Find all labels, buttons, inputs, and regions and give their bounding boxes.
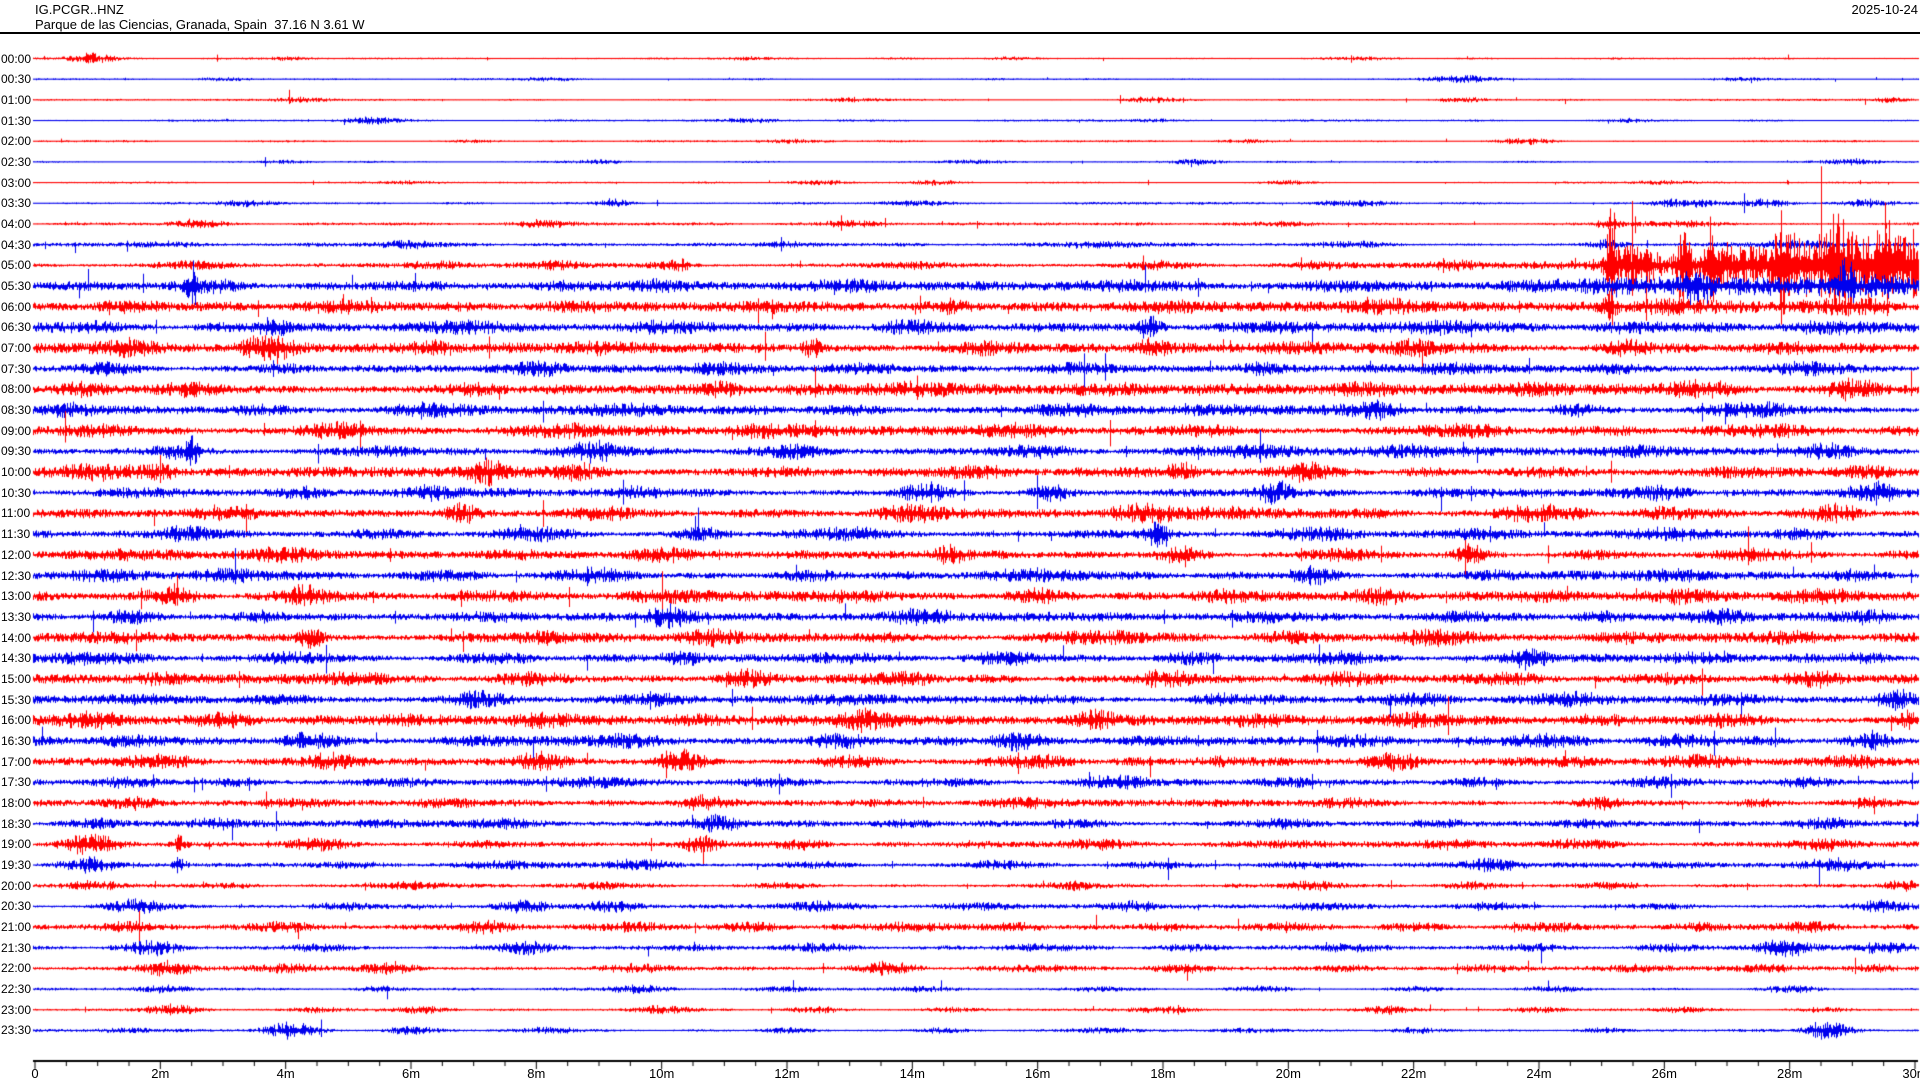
trace-time-label: 08:30 <box>1 403 32 418</box>
trace-time-label: 15:00 <box>1 671 32 686</box>
x-axis-tick-label: 0 <box>31 1066 39 1081</box>
trace-time-label: 07:30 <box>1 361 32 376</box>
trace-time-label: 05:00 <box>1 258 32 273</box>
trace-time-label: 12:00 <box>1 547 32 562</box>
x-axis-tick-label: 6m <box>401 1066 421 1081</box>
trace-time-label: 02:30 <box>1 154 32 169</box>
trace-time-label: 04:00 <box>1 216 32 231</box>
x-axis-tick-label: 4m <box>276 1066 295 1081</box>
trace-time-label: 09:30 <box>1 444 32 459</box>
x-axis-tick-label: 26m <box>1651 1066 1677 1081</box>
x-axis-tick-label: 22m <box>1401 1066 1427 1081</box>
x-axis-tick-label: 2m <box>151 1066 170 1081</box>
trace-time-label: 16:30 <box>1 733 32 748</box>
trace-time-label: 21:30 <box>1 940 32 955</box>
trace-time-label: 08:00 <box>1 382 32 397</box>
trace-time-label: 22:00 <box>1 961 32 976</box>
trace-time-label: 03:30 <box>1 196 32 211</box>
trace-time-label: 01:00 <box>1 92 32 107</box>
trace-time-label: 20:30 <box>1 899 32 914</box>
trace-time-label: 13:30 <box>1 609 32 624</box>
x-axis-tick-label: 30m <box>1902 1066 1920 1081</box>
trace-time-label: 18:00 <box>1 795 32 810</box>
trace-time-label: 10:30 <box>1 485 32 500</box>
trace-time-label: 16:00 <box>1 713 32 728</box>
x-axis-tick-label: 14m <box>899 1066 925 1081</box>
header-separator <box>0 32 1920 34</box>
trace-time-label: 23:00 <box>1 1002 32 1017</box>
trace-time-label: 20:00 <box>1 878 32 893</box>
trace-time-label: 19:00 <box>1 837 32 852</box>
trace-time-label: 07:00 <box>1 341 32 356</box>
trace-time-label: 03:00 <box>1 175 32 190</box>
x-axis-tick-label: 24m <box>1526 1066 1552 1081</box>
trace-time-label: 23:30 <box>1 1023 32 1038</box>
trace-time-label: 01:30 <box>1 113 32 128</box>
trace-time-label: 22:30 <box>1 982 32 997</box>
x-axis-tick-label: 28m <box>1777 1066 1803 1081</box>
trace-time-label: 19:30 <box>1 858 32 873</box>
trace-time-label: 05:30 <box>1 278 32 293</box>
trace-time-label: 14:00 <box>1 630 32 645</box>
date-label: 2025-10-24 <box>1851 2 1919 17</box>
x-axis-tick-label: 20m <box>1275 1066 1301 1081</box>
station-location-label: Parque de las Ciencias, Granada, Spain 3… <box>35 17 365 32</box>
trace-time-label: 06:00 <box>1 299 32 314</box>
trace-time-label: 10:00 <box>1 465 32 480</box>
trace-time-label: 17:30 <box>1 775 32 790</box>
trace-time-label: 00:00 <box>1 51 32 66</box>
trace-time-label: 11:30 <box>1 527 31 542</box>
x-axis-tick-label: 18m <box>1150 1066 1176 1081</box>
trace-time-label: 00:30 <box>1 72 32 87</box>
station-id-label: IG.PCGR..HNZ <box>35 2 124 17</box>
trace-time-label: 12:30 <box>1 568 32 583</box>
trace-time-label: 14:30 <box>1 651 32 666</box>
x-axis-tick-label: 10m <box>649 1066 675 1081</box>
trace-time-label: 02:00 <box>1 134 32 149</box>
trace-time-label: 15:30 <box>1 692 32 707</box>
trace-time-label: 06:30 <box>1 320 32 335</box>
trace-time-label: 13:00 <box>1 589 32 604</box>
x-axis-tick-label: 12m <box>774 1066 800 1081</box>
trace-time-label: 17:00 <box>1 754 32 769</box>
trace-time-label: 09:00 <box>1 423 32 438</box>
trace-time-label: 04:30 <box>1 237 32 252</box>
x-axis-tick-label: 16m <box>1025 1066 1051 1081</box>
trace-time-label: 18:30 <box>1 816 32 831</box>
trace-time-label: 11:00 <box>1 506 31 521</box>
trace-time-label: 21:00 <box>1 920 32 935</box>
x-axis-tick-label: 8m <box>527 1066 546 1081</box>
